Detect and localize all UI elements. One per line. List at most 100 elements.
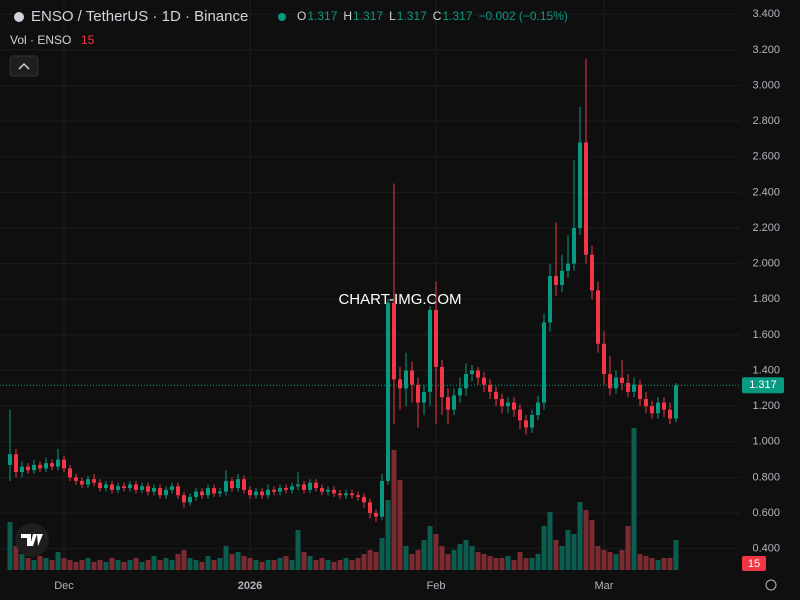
volume-bar (277, 558, 283, 570)
volume-bar (355, 558, 361, 570)
volume-bar (265, 560, 271, 570)
volume-bar (181, 550, 187, 570)
volume-bar (67, 560, 73, 570)
volume-bar (163, 558, 169, 570)
y-tick-label: 3.200 (752, 44, 780, 56)
candle-body (488, 384, 492, 392)
candle-body (476, 370, 480, 378)
candle-body (338, 493, 342, 496)
volume-pane (7, 428, 679, 570)
last-price-label: 1.317 (749, 379, 777, 391)
candle-body (602, 343, 606, 375)
candle-body (80, 480, 84, 485)
y-tick-label: 1.800 (752, 293, 780, 305)
candle-body (380, 480, 384, 517)
candle-body (428, 309, 432, 392)
candle-body (56, 459, 60, 467)
candle-body (656, 402, 660, 414)
candle-body (206, 488, 210, 496)
candle-body (548, 276, 552, 323)
volume-bar (319, 558, 325, 570)
volume-bar (19, 554, 25, 570)
ohlc-value: 1.317 (397, 9, 427, 23)
candle-body (578, 142, 582, 228)
volume-bar (523, 558, 529, 570)
volume-label: Vol · ENSO (10, 33, 71, 47)
candle-body (620, 377, 624, 383)
candle-body (44, 463, 48, 469)
candle-body (188, 496, 192, 503)
volume-bar (397, 480, 403, 570)
symbol-title: ENSO / TetherUS · 1D · Binance (31, 8, 248, 25)
ohlc-key: L (389, 9, 396, 23)
volume-bar (373, 552, 379, 570)
candle-body (32, 464, 36, 471)
candle-body (290, 486, 294, 490)
volume-bar (55, 552, 61, 570)
volume-bar (559, 546, 565, 570)
candle-body (242, 479, 246, 490)
ohlc-value: 1.317 (442, 9, 472, 23)
volume-bar (313, 560, 319, 570)
volume-bar (37, 556, 43, 570)
volume-bar (625, 526, 631, 570)
candle-body (662, 402, 666, 410)
change: −0.002 (−0.15%) (479, 9, 568, 23)
volume-bar (85, 558, 91, 570)
volume-bar (61, 558, 67, 570)
volume-bar (619, 550, 625, 570)
candle-body (566, 263, 570, 271)
volume-bar (271, 560, 277, 570)
volume-bar (487, 556, 493, 570)
candle-body (386, 302, 390, 481)
candle-body (272, 489, 276, 492)
candle-body (158, 488, 162, 496)
y-tick-label: 2.400 (752, 186, 780, 198)
candle-body (260, 491, 264, 496)
volume-bar (283, 556, 289, 570)
candle-body (560, 270, 564, 285)
volume-bar (139, 562, 145, 570)
volume-bar (529, 558, 535, 570)
y-tick-label: 2.600 (752, 151, 780, 163)
candle-body (284, 488, 288, 490)
volume-bar (385, 500, 391, 570)
volume-bar (241, 556, 247, 570)
volume-bar (13, 546, 19, 570)
volume-bar (613, 554, 619, 570)
volume-bar (79, 560, 85, 570)
candle-body (116, 486, 120, 490)
candle-body (26, 466, 30, 471)
ohlc-key: O (297, 9, 306, 23)
x-tick-label: Mar (595, 580, 614, 592)
y-tick-label: 3.400 (752, 8, 780, 20)
volume-bar (121, 562, 127, 570)
candle-body (320, 488, 324, 492)
settings-icon[interactable] (765, 579, 777, 591)
volume-bar (301, 552, 307, 570)
volume-bar (517, 552, 523, 570)
candle-body (194, 491, 198, 497)
candle-body (554, 276, 558, 285)
candle-body (446, 397, 450, 410)
last-price-badge (742, 377, 784, 394)
volume-bar (499, 558, 505, 570)
y-tick-label: 2.800 (752, 115, 780, 127)
y-tick-label: 2.000 (752, 258, 780, 270)
candle-body (170, 486, 174, 490)
collapse-icon (18, 62, 30, 70)
candle-body (146, 486, 150, 492)
candle-body (518, 409, 522, 421)
volume-bar (439, 546, 445, 570)
collapse-button[interactable] (9, 55, 39, 77)
volume-bar (211, 560, 217, 570)
candle-body (632, 384, 636, 392)
candle-body (266, 489, 270, 496)
volume-bar (409, 554, 415, 570)
volume-bar (205, 556, 211, 570)
candle-body (344, 493, 348, 496)
watermark: CHART-IMG.COM (338, 291, 461, 308)
candle-body (140, 486, 144, 490)
candle-body (470, 370, 474, 375)
volume-bar (511, 560, 517, 570)
